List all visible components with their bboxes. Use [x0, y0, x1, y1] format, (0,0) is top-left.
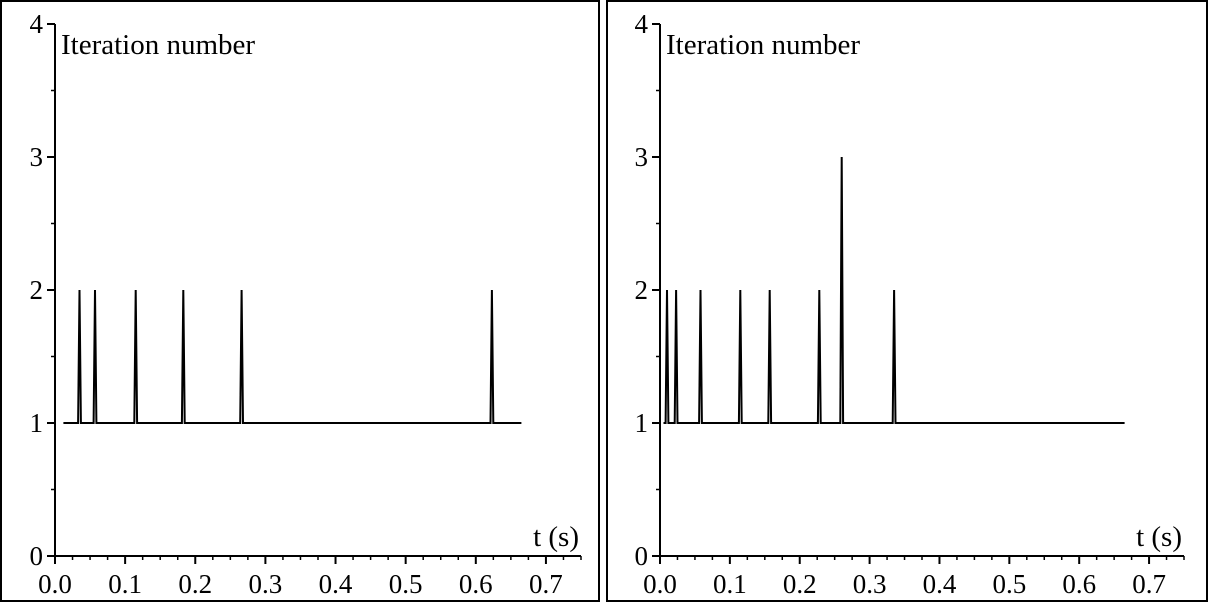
- y-axis-label: Iteration number: [666, 29, 860, 61]
- y-tick-label: 2: [30, 275, 44, 305]
- x-axis-label: t (s): [1136, 521, 1182, 553]
- y-tick-label: 0: [635, 541, 649, 571]
- x-tick-label: 0.2: [178, 569, 212, 599]
- x-tick-label: 0.5: [992, 569, 1026, 599]
- y-tick-label: 2: [635, 275, 649, 305]
- y-tick-label: 1: [635, 408, 649, 438]
- y-axis-label: Iteration number: [61, 29, 255, 61]
- y-tick-label: 3: [30, 142, 44, 172]
- x-tick-label: 0.5: [389, 569, 423, 599]
- left-chart: 0.0 0.1 0.2 0.3 0.4 0.5 0.6 0.7 0 1 2 3 4 Iteration n…: [30, 9, 582, 599]
- y-tick-label: 4: [30, 9, 44, 39]
- x-tick-label: 0.4: [319, 569, 353, 599]
- y-tick-label: 4: [635, 9, 649, 39]
- y-tick-label: 3: [635, 142, 649, 172]
- x-tick-label: 0.2: [783, 569, 817, 599]
- x-tick-label: 0.4: [923, 569, 957, 599]
- x-tick-label: 0.3: [853, 569, 887, 599]
- x-tick-label: 0.6: [1062, 569, 1096, 599]
- right-panel-frame: [607, 1, 1207, 601]
- x-tick-label: 0.3: [249, 569, 283, 599]
- iteration-series-line: [664, 157, 1125, 423]
- x-tick-label: 0.0: [38, 569, 72, 599]
- x-tick-label: 0.1: [713, 569, 747, 599]
- y-tick-label: 0: [30, 541, 44, 571]
- x-axis-label: t (s): [533, 521, 579, 553]
- y-tick-label: 1: [30, 408, 44, 438]
- x-tick-label: 0.1: [108, 569, 142, 599]
- x-tick-label: 0.7: [1132, 569, 1166, 599]
- left-panel-frame: [1, 1, 599, 601]
- right-chart: 0.0 0.1 0.2 0.3 0.4 0.5 0.6 0.7 0 1 2 3 4 Iteration n…: [635, 9, 1185, 599]
- iteration-series-line: [63, 290, 521, 423]
- x-tick-label: 0.6: [459, 569, 493, 599]
- x-tick-label: 0.0: [643, 569, 677, 599]
- x-tick-label: 0.7: [529, 569, 563, 599]
